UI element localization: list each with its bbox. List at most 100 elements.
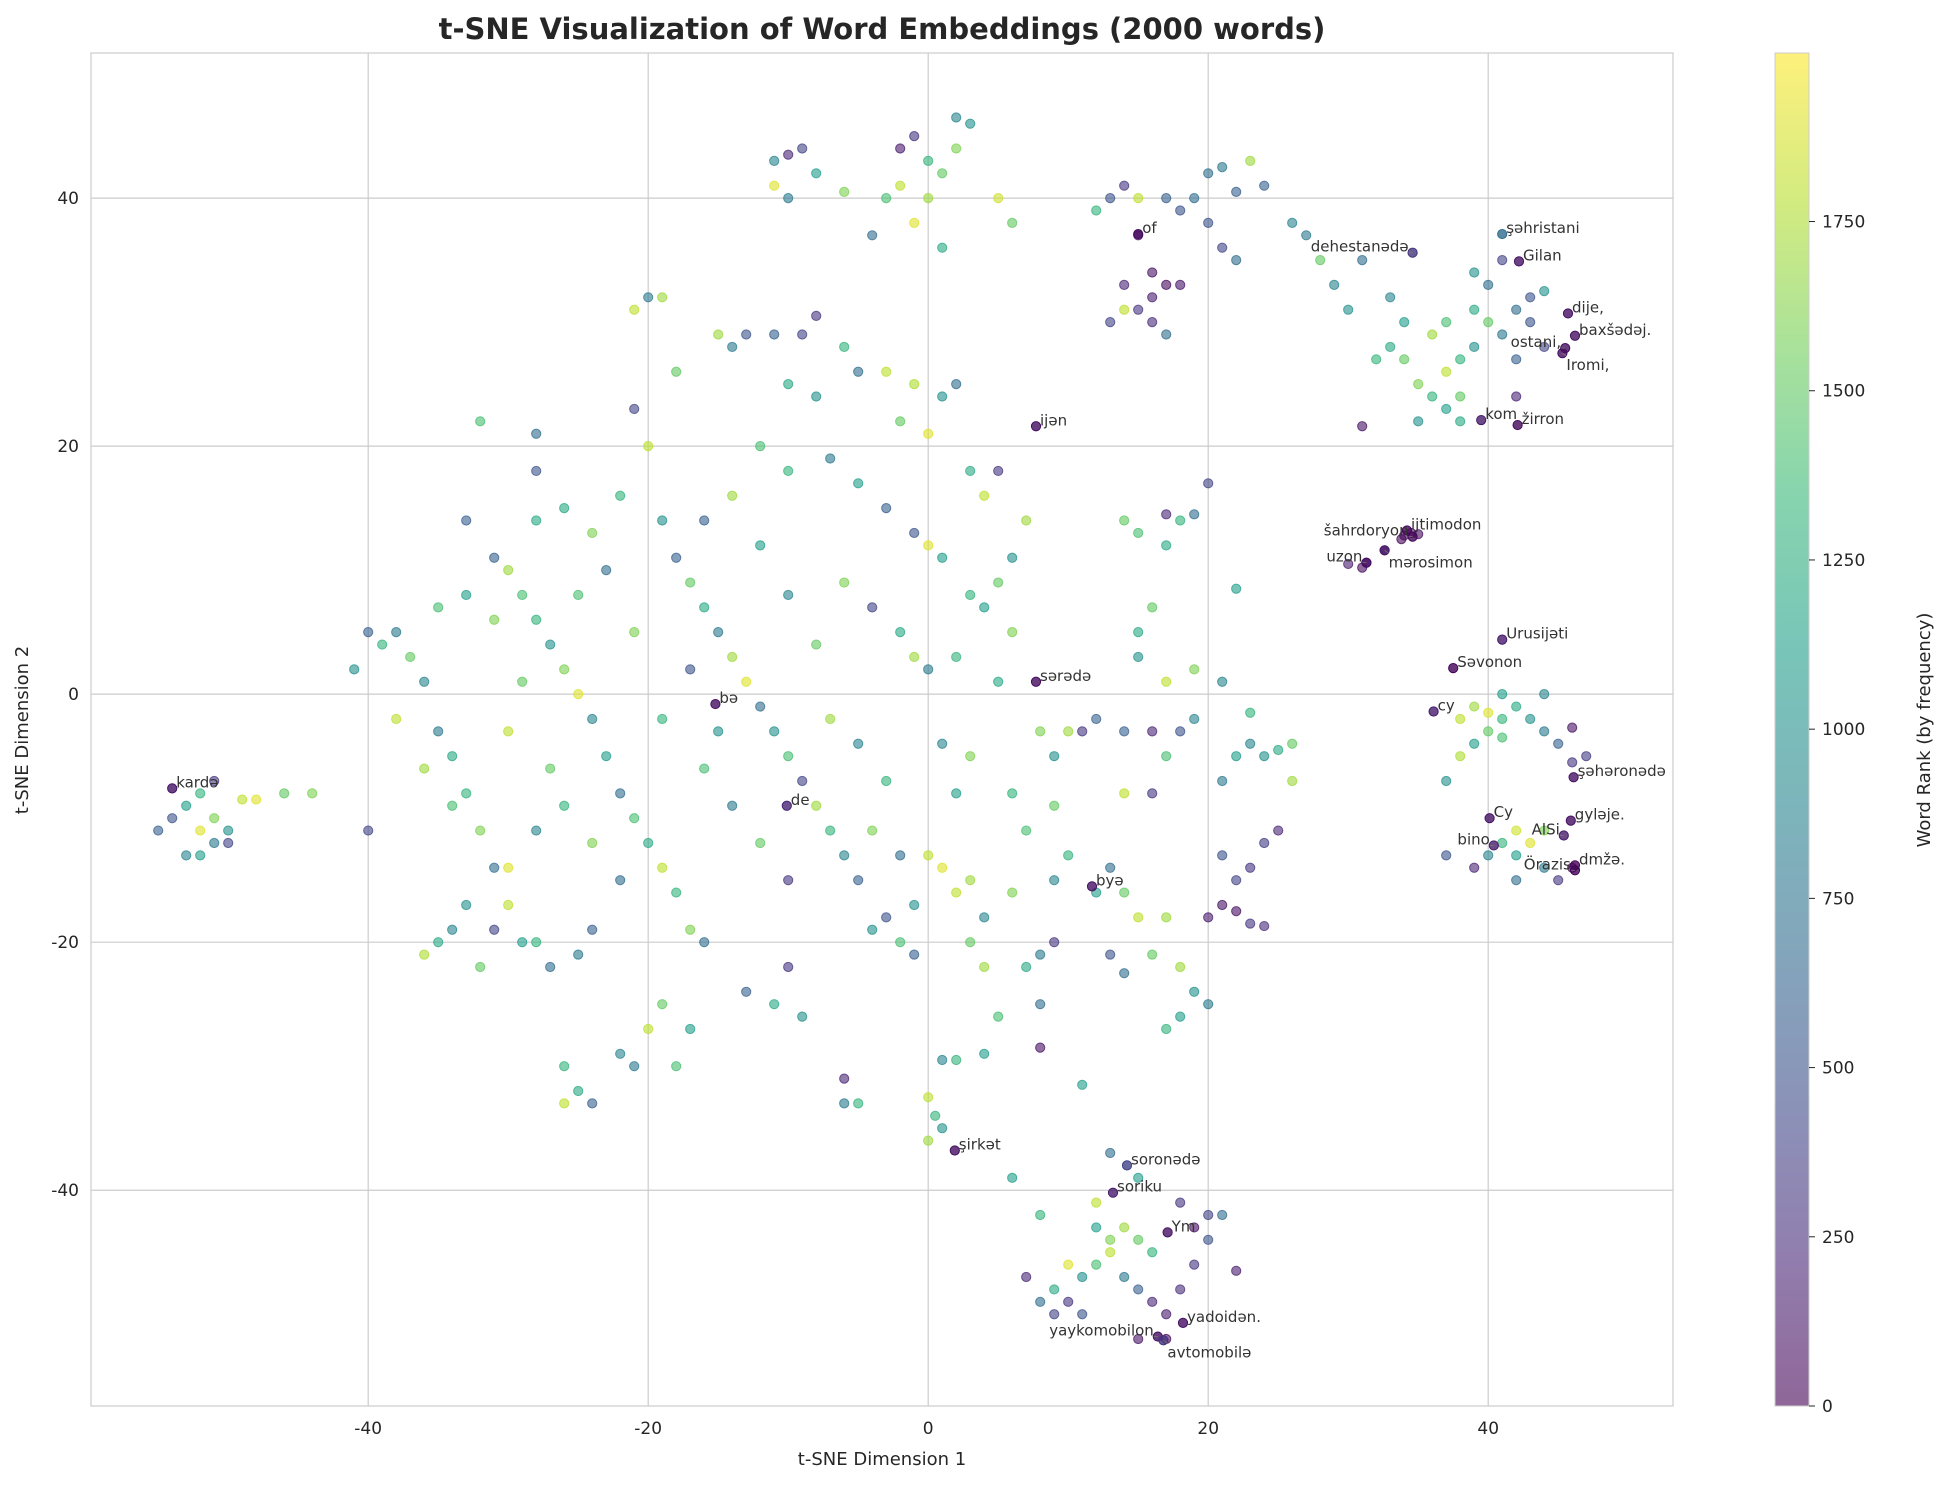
- data-point: [307, 788, 318, 799]
- data-point: [1119, 304, 1130, 315]
- data-point: [391, 627, 402, 638]
- data-point: [195, 788, 206, 799]
- data-point: [951, 143, 962, 154]
- data-point: [167, 813, 178, 824]
- data-point: [531, 614, 542, 625]
- data-point: [237, 794, 248, 805]
- data-point: [1161, 192, 1172, 204]
- data-point: [1189, 509, 1200, 520]
- data-point: [1217, 676, 1228, 687]
- annotated-point: [1133, 228, 1144, 240]
- data-point: [1175, 205, 1186, 216]
- plot-frame: [90, 52, 1674, 1407]
- annotated-point: [1497, 228, 1508, 240]
- data-point: [1539, 726, 1550, 737]
- data-point: [895, 850, 906, 861]
- data-point: [923, 1135, 934, 1146]
- data-point: [573, 589, 584, 601]
- data-point: [461, 589, 472, 601]
- data-point: [1021, 825, 1032, 836]
- data-point: [783, 379, 794, 390]
- data-point: [587, 924, 598, 935]
- data-point: [657, 862, 668, 873]
- data-point: [643, 292, 654, 303]
- data-point: [1077, 1271, 1088, 1283]
- data-point: [979, 912, 990, 923]
- y-tick-label: 0: [68, 685, 79, 705]
- data-point: [1273, 744, 1284, 756]
- grid-lines: [91, 53, 1673, 1406]
- data-point: [1483, 279, 1494, 291]
- data-point: [965, 875, 976, 886]
- data-point: [1441, 775, 1452, 787]
- data-point: [1021, 515, 1032, 526]
- annotated-point: [1497, 634, 1508, 645]
- data-point: [1455, 354, 1466, 365]
- data-point: [839, 1073, 850, 1084]
- data-point: [1483, 850, 1494, 861]
- data-point: [797, 143, 808, 154]
- data-point: [909, 130, 920, 142]
- data-point: [657, 292, 668, 303]
- data-point: [1399, 317, 1410, 328]
- data-point: [797, 329, 808, 340]
- data-point: [1105, 862, 1116, 873]
- annotated-point: [1401, 525, 1413, 536]
- data-point: [1049, 1309, 1060, 1320]
- annotation-label: mərosimon: [1389, 553, 1473, 571]
- data-point: [1077, 726, 1088, 737]
- data-point: [1231, 186, 1242, 197]
- data-point: [1231, 255, 1242, 266]
- annotation-label: gyləje.: [1575, 806, 1625, 824]
- annotation-label: de: [791, 791, 810, 809]
- data-point: [1553, 738, 1564, 749]
- data-point: [1119, 726, 1130, 737]
- data-point: [909, 379, 920, 390]
- data-point: [1511, 391, 1522, 402]
- data-point: [1119, 887, 1130, 898]
- data-point: [1217, 850, 1228, 861]
- data-point: [153, 825, 164, 836]
- data-point: [881, 192, 892, 204]
- annotation-label: Urusijəti: [1506, 625, 1568, 643]
- annotated-point: [1562, 308, 1574, 319]
- data-point: [1035, 949, 1046, 960]
- data-point: [1147, 292, 1158, 303]
- data-point: [1133, 1172, 1144, 1183]
- data-point: [1581, 751, 1592, 762]
- data-point: [1203, 1209, 1214, 1221]
- data-point: [1525, 317, 1536, 328]
- data-point: [1441, 317, 1452, 328]
- data-point: [1133, 912, 1144, 923]
- data-point: [713, 726, 724, 737]
- data-point: [615, 490, 626, 501]
- data-point: [699, 937, 710, 948]
- data-point: [531, 515, 542, 526]
- data-point: [587, 1098, 598, 1109]
- data-point: [1245, 155, 1256, 166]
- data-point: [839, 1098, 850, 1109]
- data-point: [1217, 1209, 1228, 1221]
- annotation-label: Səvonon: [1457, 653, 1522, 671]
- data-point: [909, 651, 920, 663]
- data-point: [811, 310, 822, 322]
- data-point: [979, 602, 990, 613]
- data-point: [881, 503, 892, 514]
- data-point: [475, 416, 486, 427]
- data-point: [1469, 341, 1480, 353]
- data-point: [1147, 1247, 1158, 1258]
- annotated-point: [1448, 663, 1459, 674]
- annotation-label: şəhristani: [1506, 219, 1579, 237]
- data-point: [1427, 329, 1438, 340]
- data-point: [755, 837, 766, 849]
- data-point: [1161, 912, 1172, 923]
- data-point: [503, 862, 514, 873]
- data-point: [923, 428, 934, 439]
- data-point: [937, 552, 948, 563]
- data-point: [937, 1123, 948, 1134]
- data-point: [1105, 1234, 1116, 1245]
- data-point: [1161, 329, 1172, 340]
- colorbar-tick-label: 1250: [1822, 551, 1865, 571]
- data-point: [1035, 1209, 1046, 1221]
- data-point: [1203, 912, 1214, 923]
